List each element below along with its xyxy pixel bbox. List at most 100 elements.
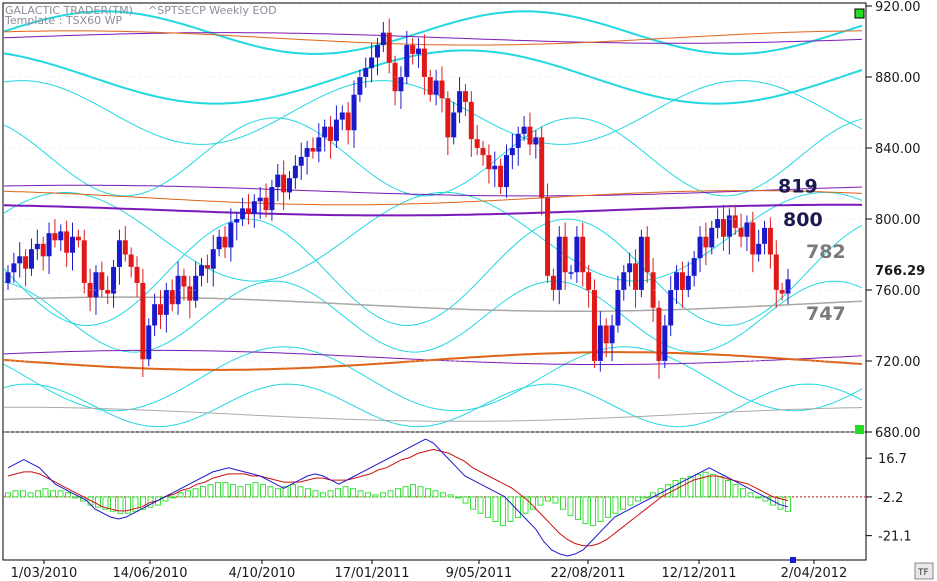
histogram-bar (140, 496, 146, 510)
candle (580, 222, 586, 287)
candle (503, 144, 509, 198)
tf-icon[interactable] (914, 562, 934, 580)
candle (134, 256, 140, 298)
oscillator-fast-line (7, 438, 789, 557)
histogram-bar (252, 482, 259, 498)
level-annotation: 782 (806, 241, 846, 263)
cycle-line (3, 190, 863, 206)
candle (468, 91, 474, 157)
cycle-line (3, 10, 863, 55)
histogram-bar (35, 490, 41, 498)
histogram-bar (215, 482, 221, 498)
annotations: 819 800 782 747 (778, 175, 846, 325)
candle (298, 142, 304, 180)
cycle-line (3, 49, 863, 105)
candle (245, 194, 251, 225)
candle (251, 194, 257, 228)
candle (46, 222, 52, 275)
x-ticks: 1/03/2010 14/06/2010 4/10/2010 17/01/2011 9/… (11, 560, 847, 581)
candle (621, 265, 627, 301)
y-tick-label: 760.00 (875, 284, 921, 299)
candle (462, 84, 468, 117)
candle (5, 265, 11, 290)
cycle-line (3, 203, 863, 217)
cursor-marker (790, 557, 796, 563)
histogram-bar (657, 488, 664, 498)
histogram-bar (612, 496, 619, 514)
candle (650, 258, 656, 322)
candle (81, 229, 87, 294)
level-annotation: 819 (778, 175, 818, 197)
cycle-line (3, 383, 863, 428)
candle (656, 300, 662, 379)
candle (163, 282, 169, 333)
candle (169, 279, 175, 312)
cycle-line (4, 406, 863, 422)
histogram-bar (785, 496, 791, 512)
candle (40, 236, 46, 271)
histogram-bar (492, 496, 499, 523)
histogram-bar (410, 484, 416, 498)
candle (70, 222, 76, 271)
candle (140, 268, 146, 377)
histogram-bar (440, 492, 446, 498)
histogram-bar (500, 496, 506, 527)
histogram-bar (680, 477, 686, 498)
candle (726, 208, 732, 255)
candle (457, 77, 463, 124)
histogram-bar (5, 492, 11, 498)
candle (386, 18, 392, 74)
candle (99, 261, 105, 298)
candle (204, 254, 210, 283)
candle (521, 116, 527, 141)
candle (756, 229, 762, 262)
candle (111, 259, 117, 308)
candle (697, 226, 703, 273)
cycle-line (3, 346, 863, 412)
histogram-bar (297, 486, 304, 498)
cycle-line (3, 80, 863, 145)
histogram-bar (267, 486, 274, 498)
candle (433, 69, 439, 106)
histogram-bar (687, 475, 694, 498)
candle (380, 21, 386, 53)
x-tick-label: 4/10/2010 (229, 566, 296, 581)
histogram-bar (222, 482, 229, 498)
osc-y-tick-label: -21.1 (878, 530, 912, 545)
y-tick-label: 840.00 (875, 142, 921, 157)
candle (146, 318, 152, 367)
candle (498, 158, 504, 195)
candle (767, 217, 773, 269)
y-tick-label: 680.00 (875, 426, 921, 441)
histogram-bar (320, 492, 326, 498)
candle (333, 105, 339, 148)
candle (591, 279, 597, 369)
candle (545, 183, 551, 283)
histogram-bar (335, 488, 341, 498)
green-square-icon[interactable] (855, 425, 864, 434)
histogram-bar (357, 490, 364, 498)
histogram-bar (327, 490, 334, 498)
histogram-bar (417, 486, 424, 498)
candle (328, 116, 334, 159)
osc-y-tick-label: 16.7 (878, 452, 907, 467)
candle (398, 66, 404, 109)
cycle-line (3, 296, 863, 313)
candle (662, 314, 668, 369)
histogram-bar (672, 480, 679, 498)
histogram-bar (245, 484, 251, 498)
candle (345, 101, 351, 145)
candle (785, 268, 791, 305)
histogram-bar (20, 490, 26, 498)
green-square-icon[interactable] (854, 8, 865, 19)
histogram-bar (732, 484, 739, 498)
histogram-bar (560, 496, 566, 510)
histogram-bar (470, 496, 476, 510)
histogram-bar (380, 492, 386, 498)
candle (175, 261, 181, 315)
histogram-bar (95, 496, 101, 508)
histogram-bar (462, 496, 469, 504)
candle (586, 265, 592, 308)
